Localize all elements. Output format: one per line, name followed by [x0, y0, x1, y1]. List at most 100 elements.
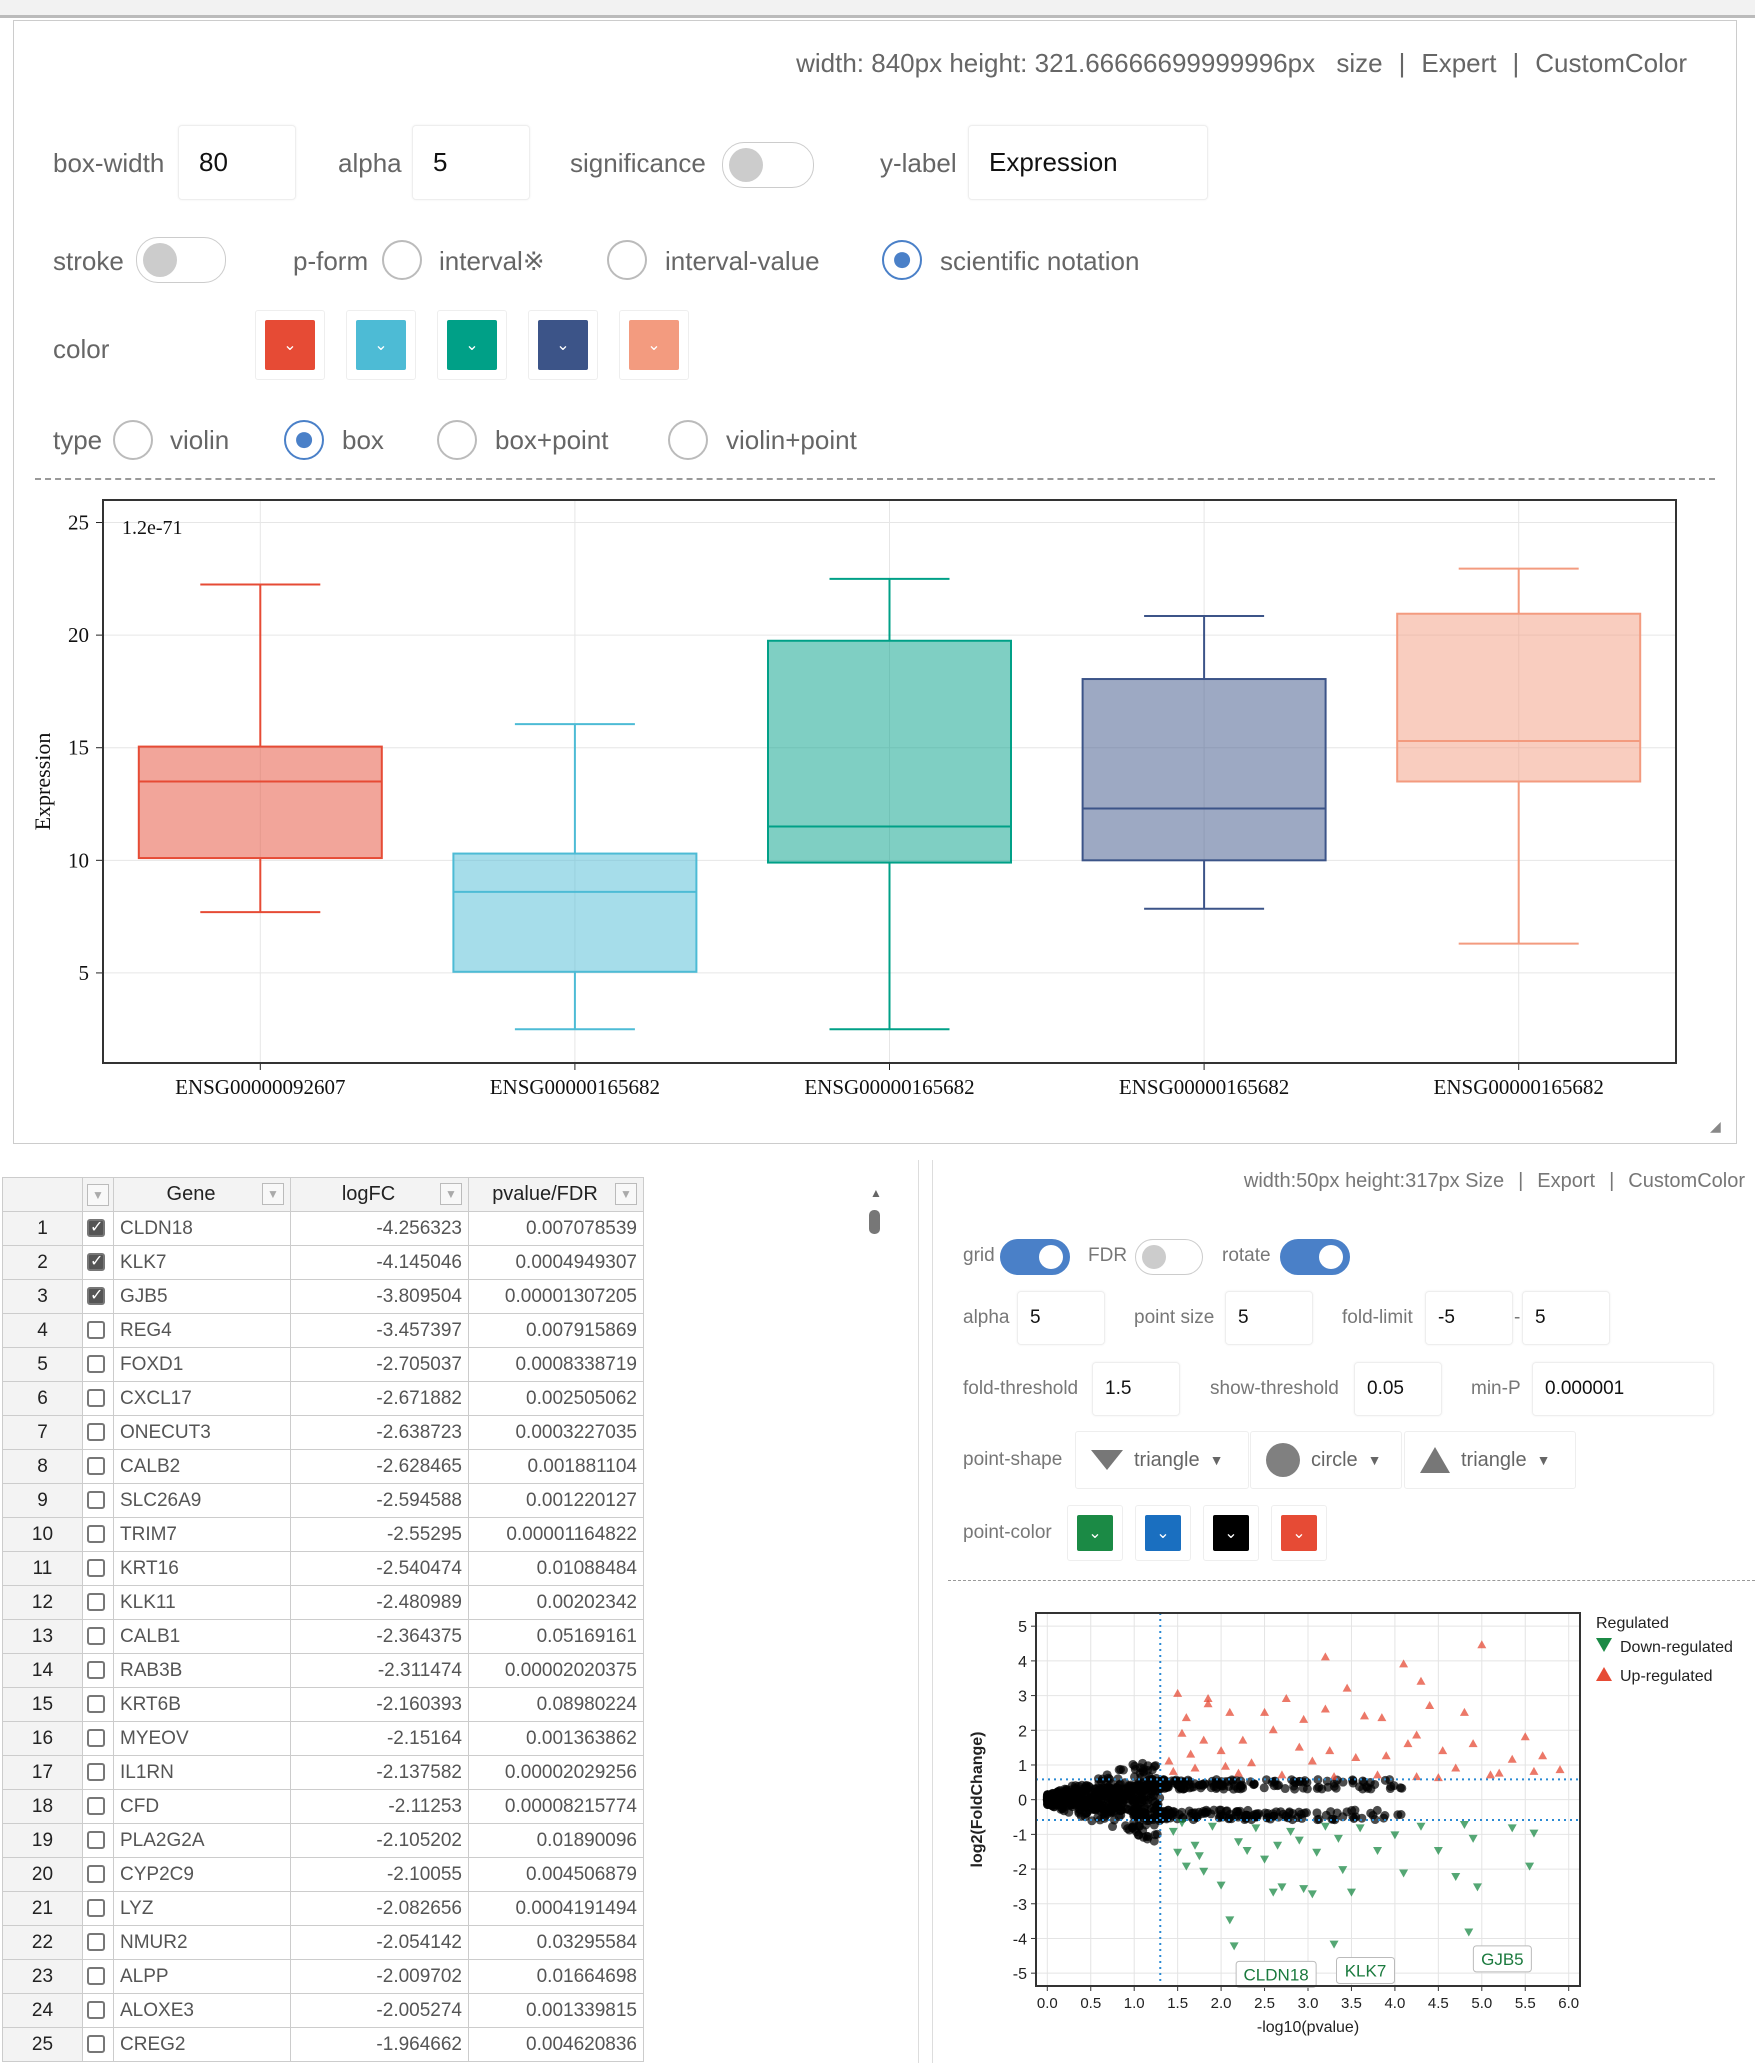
- row-checkbox[interactable]: [82, 1755, 114, 1790]
- size-link[interactable]: Size: [1465, 1170, 1505, 1192]
- rotate-toggle[interactable]: [1280, 1239, 1350, 1275]
- table-row[interactable]: 21 LYZ -2.082656 0.0004191494: [2, 1891, 644, 1926]
- show-threshold-input[interactable]: 0.05: [1354, 1362, 1442, 1416]
- table-row[interactable]: 12 KLK11 -2.480989 0.00202342: [2, 1585, 644, 1620]
- row-checkbox[interactable]: [82, 1891, 114, 1926]
- table-row[interactable]: 14 RAB3B -2.311474 0.00002020375: [2, 1653, 644, 1688]
- table-row[interactable]: 15 KRT6B -2.160393 0.08980224: [2, 1687, 644, 1722]
- filter-icon[interactable]: ▼: [615, 1183, 637, 1205]
- scroll-up-icon[interactable]: ▲: [870, 1186, 882, 1200]
- row-checkbox[interactable]: [82, 1517, 114, 1552]
- fold-limit-min-input[interactable]: -5: [1425, 1291, 1513, 1345]
- checkbox-icon[interactable]: [87, 1491, 105, 1510]
- checkbox-icon[interactable]: [87, 1525, 105, 1544]
- custom-color-link[interactable]: CustomColor: [1535, 48, 1687, 78]
- checkbox-icon[interactable]: [87, 1217, 105, 1238]
- checkbox-icon[interactable]: [87, 1661, 105, 1680]
- type-radio-violin[interactable]: [113, 420, 153, 460]
- type-radio-box-point[interactable]: [437, 420, 477, 460]
- row-checkbox[interactable]: [82, 1993, 114, 2028]
- pvalue-header[interactable]: pvalue/FDR ▼: [468, 1177, 644, 1212]
- row-checkbox[interactable]: [82, 1585, 114, 1620]
- table-row[interactable]: 11 KRT16 -2.540474 0.01088484: [2, 1551, 644, 1586]
- point-color-picker-1[interactable]: ⌄: [1067, 1505, 1123, 1561]
- table-row[interactable]: 10 TRIM7 -2.55295 0.00001164822: [2, 1517, 644, 1552]
- select-header[interactable]: ▼: [82, 1177, 114, 1212]
- min-p-input[interactable]: 0.000001: [1532, 1362, 1714, 1416]
- checkbox-icon[interactable]: [87, 2035, 105, 2054]
- resize-handle-icon[interactable]: ◢: [1710, 1118, 1721, 1134]
- box-color-picker-1[interactable]: ⌄: [255, 310, 325, 380]
- grid-toggle[interactable]: [1000, 1239, 1070, 1275]
- filter-icon[interactable]: ▼: [440, 1183, 462, 1205]
- checkbox-icon[interactable]: [87, 1899, 105, 1918]
- checkbox-icon[interactable]: [87, 1729, 105, 1748]
- table-row[interactable]: 3 GJB5 -3.809504 0.00001307205: [2, 1279, 644, 1314]
- row-checkbox[interactable]: [82, 1245, 114, 1280]
- checkbox-icon[interactable]: [87, 1251, 105, 1272]
- row-checkbox[interactable]: [82, 1789, 114, 1824]
- table-row[interactable]: 7 ONECUT3 -2.638723 0.0003227035: [2, 1415, 644, 1450]
- point-shape-select-up[interactable]: triangle ▼: [1404, 1431, 1576, 1489]
- type-radio-violin-point[interactable]: [668, 420, 708, 460]
- checkbox-icon[interactable]: [87, 1559, 105, 1578]
- row-checkbox[interactable]: [82, 1449, 114, 1484]
- table-row[interactable]: 5 FOXD1 -2.705037 0.0008338719: [2, 1347, 644, 1382]
- checkbox-icon[interactable]: [87, 1593, 105, 1612]
- box-color-picker-4[interactable]: ⌄: [528, 310, 598, 380]
- checkbox-icon[interactable]: [87, 1695, 105, 1714]
- checkbox-icon[interactable]: [87, 1797, 105, 1816]
- table-row[interactable]: 8 CALB2 -2.628465 0.001881104: [2, 1449, 644, 1484]
- y-label-input[interactable]: Expression: [968, 125, 1208, 200]
- filter-icon[interactable]: ▼: [87, 1183, 109, 1206]
- row-checkbox[interactable]: [82, 1653, 114, 1688]
- table-row[interactable]: 2 KLK7 -4.145046 0.0004949307: [2, 1245, 644, 1280]
- table-row[interactable]: 1 CLDN18 -4.256323 0.007078539: [2, 1211, 644, 1246]
- stroke-toggle[interactable]: [136, 237, 226, 283]
- table-row[interactable]: 19 PLA2G2A -2.105202 0.01890096: [2, 1823, 644, 1858]
- checkbox-icon[interactable]: [87, 2001, 105, 2020]
- checkbox-icon[interactable]: [87, 1423, 105, 1442]
- checkbox-icon[interactable]: [87, 1355, 105, 1374]
- p-form-radio-interval-value[interactable]: [607, 240, 647, 280]
- row-checkbox[interactable]: [82, 1347, 114, 1382]
- row-checkbox[interactable]: [82, 1483, 114, 1518]
- row-checkbox[interactable]: [82, 1857, 114, 1892]
- point-color-picker-4[interactable]: ⌄: [1271, 1505, 1327, 1561]
- row-checkbox[interactable]: [82, 1381, 114, 1416]
- alpha-input[interactable]: 5: [1017, 1291, 1105, 1345]
- row-checkbox[interactable]: [82, 1415, 114, 1450]
- point-color-picker-2[interactable]: ⌄: [1135, 1505, 1191, 1561]
- row-checkbox[interactable]: [82, 1959, 114, 1994]
- checkbox-icon[interactable]: [87, 1457, 105, 1476]
- export-link[interactable]: Export: [1537, 1170, 1596, 1192]
- p-form-radio-scientific[interactable]: [882, 240, 922, 280]
- table-row[interactable]: 18 CFD -2.11253 0.00008215774: [2, 1789, 644, 1824]
- alpha-input[interactable]: 5: [412, 125, 530, 200]
- table-row[interactable]: 6 CXCL17 -2.671882 0.002505062: [2, 1381, 644, 1416]
- row-checkbox[interactable]: [82, 1619, 114, 1654]
- point-size-input[interactable]: 5: [1225, 1291, 1313, 1345]
- filter-icon[interactable]: ▼: [262, 1183, 284, 1205]
- p-form-radio-interval[interactable]: [382, 240, 422, 280]
- table-row[interactable]: 23 ALPP -2.009702 0.01664698: [2, 1959, 644, 1994]
- scrollbar-thumb[interactable]: [869, 1210, 880, 1234]
- custom-color-link[interactable]: CustomColor: [1628, 1170, 1745, 1192]
- checkbox-icon[interactable]: [87, 1285, 105, 1306]
- row-checkbox[interactable]: [82, 1313, 114, 1348]
- box-color-picker-3[interactable]: ⌄: [437, 310, 507, 380]
- row-checkbox[interactable]: [82, 1925, 114, 1960]
- point-shape-select-down[interactable]: triangle ▼: [1075, 1431, 1249, 1489]
- row-checkbox[interactable]: [82, 1687, 114, 1722]
- table-row[interactable]: 16 MYEOV -2.15164 0.001363862: [2, 1721, 644, 1756]
- checkbox-icon[interactable]: [87, 1933, 105, 1952]
- expert-link[interactable]: Expert: [1421, 48, 1497, 78]
- row-checkbox[interactable]: [82, 1279, 114, 1314]
- fold-threshold-input[interactable]: 1.5: [1092, 1362, 1180, 1416]
- row-checkbox[interactable]: [82, 2027, 114, 2062]
- point-shape-select-neutral[interactable]: circle ▼: [1250, 1431, 1402, 1489]
- size-link[interactable]: size: [1336, 48, 1383, 78]
- row-checkbox[interactable]: [82, 1551, 114, 1586]
- fold-limit-max-input[interactable]: 5: [1522, 1291, 1610, 1345]
- box-width-input[interactable]: 80: [178, 125, 296, 200]
